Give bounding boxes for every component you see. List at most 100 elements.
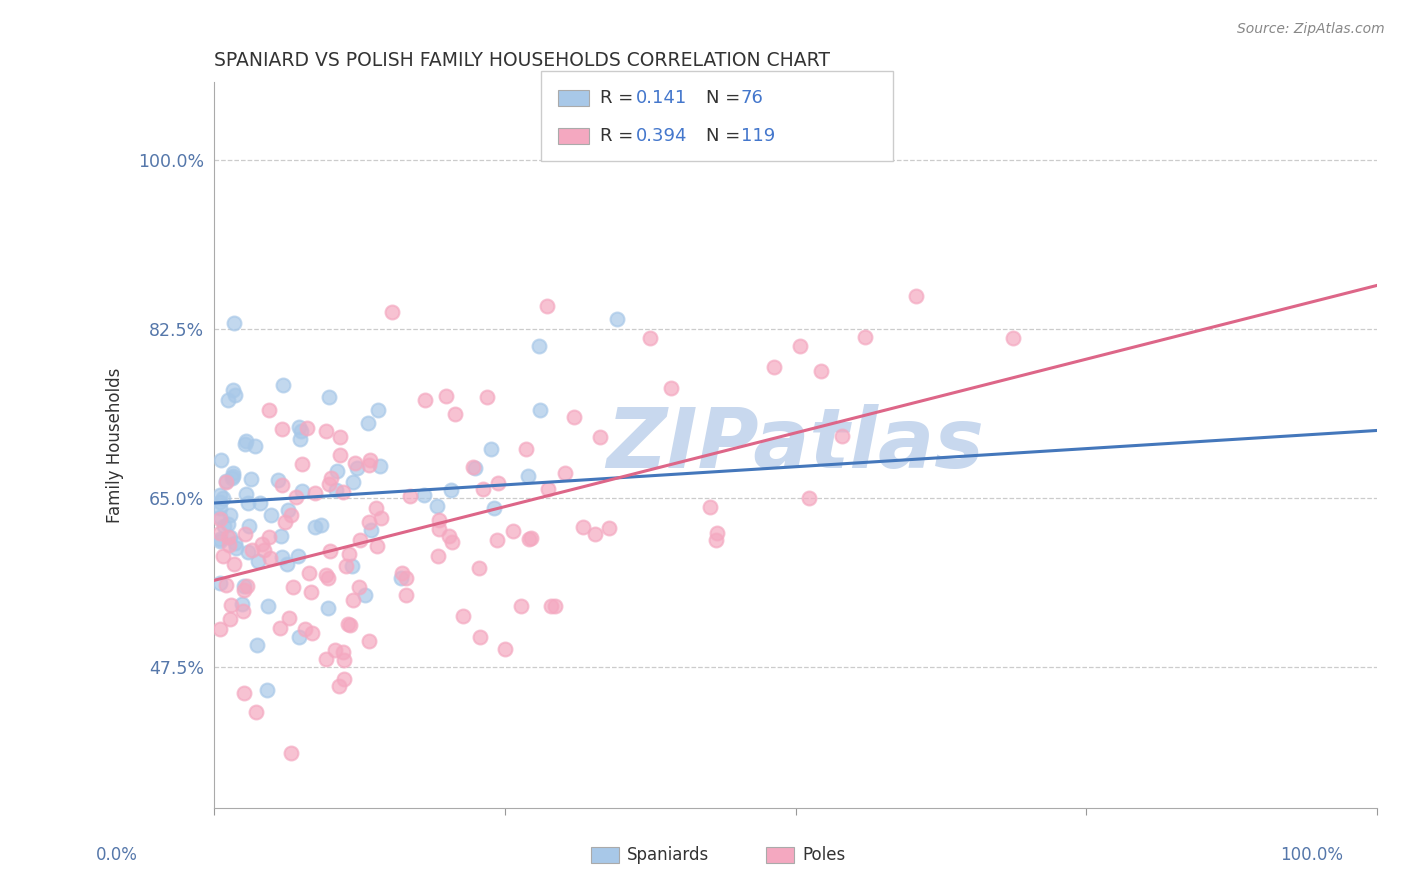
Point bbox=[359, 453, 381, 467]
Point bbox=[831, 429, 853, 443]
Point bbox=[367, 403, 389, 417]
Point bbox=[233, 527, 256, 541]
Point bbox=[799, 491, 821, 505]
Point bbox=[515, 442, 537, 456]
Point bbox=[315, 651, 337, 665]
Point bbox=[399, 490, 422, 504]
Point bbox=[208, 575, 231, 590]
Point bbox=[295, 421, 318, 435]
Point bbox=[443, 407, 465, 421]
Point bbox=[225, 541, 247, 556]
Point bbox=[427, 549, 450, 563]
Point bbox=[215, 475, 238, 490]
Point bbox=[231, 597, 253, 611]
Point bbox=[232, 579, 254, 593]
Point bbox=[366, 539, 388, 553]
Text: N =: N = bbox=[706, 89, 745, 107]
Point bbox=[472, 483, 495, 497]
Point bbox=[269, 621, 291, 635]
Point bbox=[337, 548, 360, 562]
Point bbox=[529, 403, 551, 417]
Point bbox=[208, 500, 231, 515]
Point bbox=[222, 468, 245, 483]
Point bbox=[208, 532, 231, 546]
Point bbox=[245, 705, 267, 719]
Point bbox=[342, 593, 364, 607]
Point bbox=[810, 364, 832, 378]
Point bbox=[357, 633, 380, 648]
Point bbox=[319, 543, 342, 558]
Point bbox=[260, 508, 283, 523]
Point bbox=[439, 529, 461, 543]
Point bbox=[328, 679, 350, 693]
Point bbox=[280, 746, 302, 760]
Point bbox=[318, 391, 340, 405]
Point bbox=[325, 483, 347, 498]
Point bbox=[368, 459, 391, 474]
Y-axis label: Family Households: Family Households bbox=[107, 368, 124, 523]
Point bbox=[294, 622, 316, 636]
Point bbox=[340, 559, 363, 574]
Point bbox=[461, 460, 484, 475]
Point bbox=[209, 453, 232, 467]
Point bbox=[219, 530, 242, 544]
Point bbox=[219, 598, 242, 612]
Point bbox=[221, 471, 243, 485]
Point bbox=[257, 402, 280, 417]
Point bbox=[536, 482, 558, 496]
Text: Poles: Poles bbox=[803, 846, 846, 863]
Point bbox=[236, 545, 259, 559]
Point bbox=[704, 533, 727, 548]
Point bbox=[316, 571, 339, 585]
Text: 119: 119 bbox=[741, 127, 775, 145]
Point bbox=[257, 599, 280, 613]
Text: Source: ZipAtlas.com: Source: ZipAtlas.com bbox=[1237, 22, 1385, 37]
Point bbox=[520, 531, 543, 545]
Point bbox=[325, 464, 347, 478]
Point bbox=[699, 500, 721, 514]
Point bbox=[441, 534, 464, 549]
Point bbox=[554, 467, 576, 481]
Point bbox=[280, 508, 302, 522]
Point bbox=[468, 630, 491, 644]
Point bbox=[250, 537, 273, 551]
Point bbox=[318, 476, 340, 491]
Point bbox=[509, 599, 531, 613]
Point bbox=[564, 409, 586, 424]
Point bbox=[502, 524, 524, 538]
Point bbox=[277, 611, 299, 625]
Point bbox=[232, 604, 254, 618]
Point bbox=[335, 559, 357, 574]
Point bbox=[315, 424, 337, 438]
Point bbox=[486, 475, 509, 490]
Point bbox=[291, 484, 314, 499]
Point bbox=[208, 495, 231, 509]
Point bbox=[301, 625, 323, 640]
Point bbox=[332, 644, 354, 658]
Point bbox=[517, 532, 540, 546]
Point bbox=[246, 554, 269, 568]
Point bbox=[208, 526, 231, 541]
Point bbox=[359, 458, 381, 472]
Point bbox=[290, 424, 312, 438]
Point bbox=[299, 584, 322, 599]
Point bbox=[395, 588, 418, 602]
Point bbox=[211, 549, 233, 563]
Point bbox=[224, 316, 246, 330]
Point bbox=[304, 520, 326, 534]
Point bbox=[209, 534, 232, 549]
Point bbox=[245, 638, 267, 652]
Point bbox=[475, 390, 498, 404]
Point bbox=[208, 623, 231, 637]
Point bbox=[434, 389, 457, 403]
Point bbox=[336, 617, 359, 632]
Point bbox=[453, 609, 475, 624]
Text: R =: R = bbox=[600, 127, 640, 145]
Point bbox=[285, 490, 308, 504]
Point bbox=[706, 526, 728, 541]
Point bbox=[270, 529, 292, 543]
Point bbox=[659, 381, 682, 395]
Point bbox=[426, 499, 449, 513]
Point bbox=[256, 682, 278, 697]
Point bbox=[211, 491, 233, 505]
